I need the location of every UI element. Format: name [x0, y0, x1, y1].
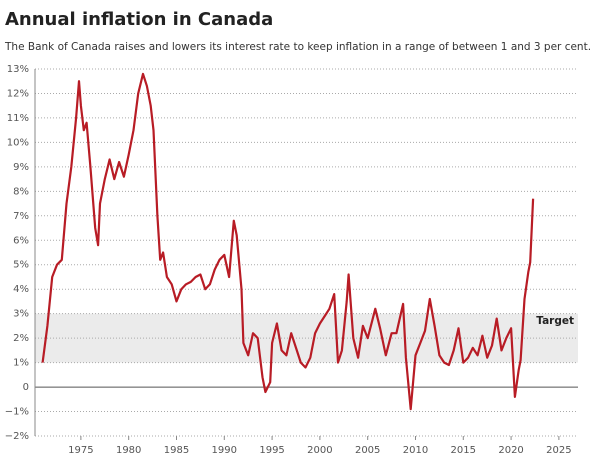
y-tick-label: 8%	[13, 186, 29, 197]
x-tick-label: 2000	[307, 445, 332, 456]
chart-title: Annual inflation in Canada	[5, 9, 273, 30]
y-tick-label: 9%	[13, 162, 29, 173]
annotation: Target	[536, 315, 574, 327]
y-tick-label: −2%	[5, 431, 29, 442]
y-tick-label: 2%	[13, 333, 29, 344]
x-tick-label: 2020	[498, 445, 523, 456]
y-tick-label: 0	[23, 382, 29, 393]
y-tick-label: 3%	[13, 309, 29, 320]
y-tick-label: 4%	[13, 284, 29, 295]
y-tick-label: 11%	[7, 113, 29, 124]
y-tick-label: 10%	[7, 137, 29, 148]
y-tick-label: 12%	[7, 88, 29, 99]
x-tick-label: 1975	[68, 445, 93, 456]
y-tick-label: 13%	[7, 64, 29, 75]
x-tick-label: 2025	[546, 445, 571, 456]
x-tick-label: 1980	[116, 445, 141, 456]
y-tick-label: 1%	[13, 358, 29, 369]
x-tick-label: 2010	[403, 445, 428, 456]
line	[41, 72, 535, 411]
chart-subtitle: The Bank of Canada raises and lowers its…	[4, 41, 591, 53]
y-tick-label: −1%	[5, 407, 29, 418]
x-tick-label: 1990	[212, 445, 237, 456]
y-tick-label: 6%	[13, 235, 29, 246]
x-tick-label: 1995	[259, 445, 284, 456]
x-tick-label: 1985	[164, 445, 189, 456]
y-tick-label: 7%	[13, 211, 29, 222]
y-tick-label: 5%	[13, 260, 29, 271]
x-tick-label: 2005	[355, 445, 380, 456]
x-tick-label: 2015	[451, 445, 476, 456]
